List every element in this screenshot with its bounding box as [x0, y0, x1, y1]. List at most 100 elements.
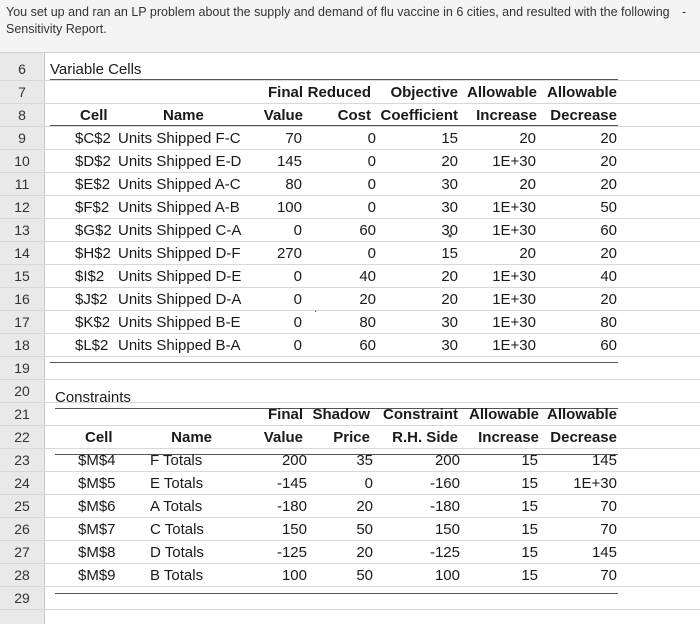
cell-final-value: 0 [293, 337, 302, 354]
cell-reduced-cost: 0 [367, 130, 376, 147]
cell-cell: $F$2 [75, 199, 110, 216]
grid-line [0, 356, 700, 357]
cell-allowable-increase: 1E+30 [492, 222, 536, 239]
cell-objective-coefficient: 30 [441, 314, 458, 331]
cell-cell: $M$7 [78, 521, 116, 538]
cell-cell: $M$5 [78, 475, 116, 492]
cell-allowable-decrease: 20 [600, 291, 617, 308]
cell-allowable-increase: 20 [519, 130, 536, 147]
cell-final-value: 80 [285, 176, 302, 193]
row-number: 26 [14, 521, 30, 537]
grid-line [0, 517, 700, 518]
row-number: 8 [18, 107, 26, 123]
cell-objective-coefficient: 20 [441, 291, 458, 308]
row-number: 22 [14, 429, 30, 445]
cell-final-value: -125 [276, 544, 307, 561]
cell-objective-coefficient: 20 [441, 153, 458, 170]
c-header-top-5: Allowable [468, 406, 539, 423]
cell-allowable-increase: 1E+30 [492, 291, 536, 308]
constraints-title: Constraints [55, 389, 131, 406]
cell-cell: $G$2 [75, 222, 112, 239]
cell-allowable-increase: 15 [521, 521, 538, 538]
c-header-top-3: Shadow [312, 406, 370, 423]
cell-name: A Totals [150, 498, 203, 515]
cell-final-value: 200 [281, 452, 307, 469]
stray-mark: . [314, 301, 318, 315]
cell-final-value: 0 [293, 268, 302, 285]
cell-objective-coefficient: 30 [441, 176, 458, 193]
c-header-4: R.H. Side [392, 429, 458, 446]
cell-allowable-decrease: 20 [600, 153, 617, 170]
row-number: 9 [18, 130, 26, 146]
cell-shadow-price: 20 [356, 544, 373, 561]
spreadsheet-photo: 6 7 8 9 10 11 12 13 14 15 16 17 18 19 20 21 22 23 24 25 26 27… [0, 52, 700, 624]
grid-line [0, 149, 700, 150]
cell-name: E Totals [150, 475, 204, 492]
cell-cell: $I$2 [75, 268, 105, 285]
row-number: 15 [14, 268, 30, 284]
vc-header-6: Decrease [550, 107, 617, 124]
cell-allowable-increase: 20 [519, 176, 536, 193]
cell-final-value: 150 [281, 521, 307, 538]
grid-line [0, 448, 700, 449]
row-number: 20 [14, 383, 30, 399]
c-header-6: Decrease [550, 429, 617, 446]
cell-final-value: 0 [293, 291, 302, 308]
cell-name: D Totals [150, 544, 204, 561]
cell-cell: $E$2 [75, 176, 111, 193]
cell-cell: $C$2 [75, 130, 111, 147]
table-bottom-line [55, 593, 618, 594]
cell-reduced-cost: 80 [359, 314, 376, 331]
section-underline [55, 408, 618, 409]
grid-line [0, 241, 700, 242]
cell-cell: $M$8 [78, 544, 116, 561]
row-number: 23 [14, 452, 30, 468]
cell-name: Units Shipped D-A [118, 291, 242, 308]
cell-final-value: 100 [281, 567, 307, 584]
row-number: 29 [14, 590, 30, 606]
vc-header-0: Cell [80, 107, 108, 124]
cell-allowable-decrease: 60 [600, 337, 617, 354]
row-number: 17 [14, 314, 30, 330]
cell-allowable-decrease: 60 [600, 222, 617, 239]
cell-reduced-cost: 40 [359, 268, 376, 285]
grid-line [0, 333, 700, 334]
cell-allowable-decrease: 70 [600, 521, 617, 538]
vc-header-top-6: Allowable [546, 84, 617, 101]
cell-shadow-price: 0 [364, 475, 373, 492]
row-number: 12 [14, 199, 30, 215]
cell-allowable-increase: 15 [521, 452, 538, 469]
vc-header-4: Coefficient [380, 107, 458, 124]
cell-rh-side: 200 [434, 452, 460, 469]
cell-name: Units Shipped A-C [118, 176, 241, 193]
cell-allowable-decrease: 80 [600, 314, 617, 331]
cell-name: Units Shipped D-F [118, 245, 241, 262]
cell-objective-coefficient: 30 [441, 337, 458, 354]
cell-allowable-increase: 1E+30 [492, 199, 536, 216]
cell-allowable-decrease: 1E+30 [573, 475, 617, 492]
cell-allowable-increase: 1E+30 [492, 337, 536, 354]
vc-header-top-2: Final [267, 84, 303, 101]
grid-line [0, 586, 700, 587]
row-number: 14 [14, 245, 30, 261]
grid-line [0, 287, 700, 288]
cell-cell: $M$9 [78, 567, 116, 584]
c-header-top-4: Constraint [383, 406, 458, 423]
vc-header-5: Increase [476, 107, 537, 124]
cell-reduced-cost: 0 [367, 176, 376, 193]
cell-allowable-decrease: 20 [600, 130, 617, 147]
cell-reduced-cost: 0 [367, 199, 376, 216]
cell-allowable-increase: 15 [521, 567, 538, 584]
row-number: 11 [14, 176, 30, 192]
grid-line [0, 195, 700, 196]
c-header-0: Cell [85, 429, 113, 446]
cell-allowable-increase: 15 [521, 498, 538, 515]
cell-name: Units Shipped A-B [118, 199, 240, 216]
cell-objective-coefficient: 15 [441, 245, 458, 262]
grid-line [0, 471, 700, 472]
cell-objective-coefficient: 30 [441, 199, 458, 216]
cell-final-value: 0 [293, 314, 302, 331]
cell-allowable-increase: 1E+30 [492, 268, 536, 285]
bullet-mark: - [682, 5, 687, 19]
grid-line [0, 310, 700, 311]
